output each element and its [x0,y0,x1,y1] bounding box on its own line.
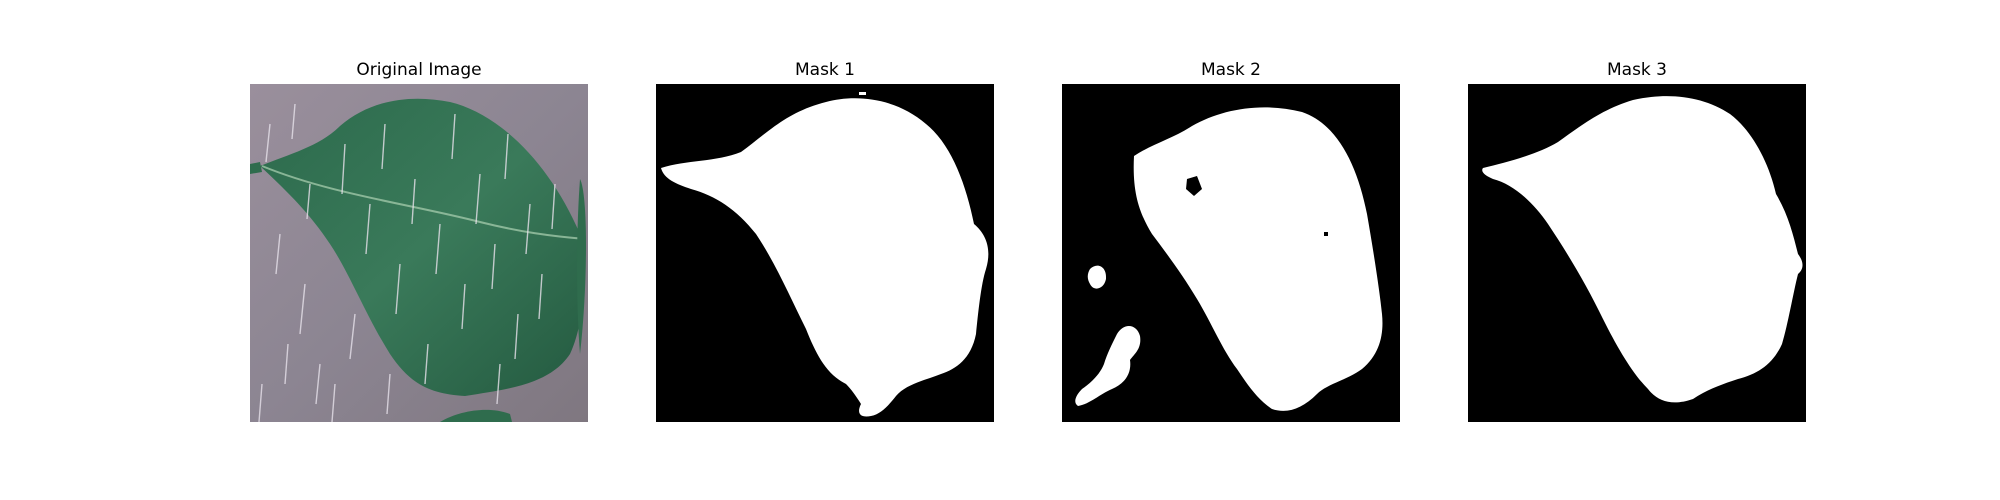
mask-3-image [1468,84,1806,422]
original-leaf-photo [250,84,588,422]
mask-1-image [656,84,994,422]
mask-2-image [1062,84,1400,422]
panel-mask-1: Mask 1 [656,59,994,422]
panel-title: Mask 2 [1200,60,1261,80]
panel-mask-2: Mask 2 [1062,59,1400,422]
panel-title: Mask 1 [794,60,855,80]
panel-mask-3: Mask 3 [1468,59,1806,422]
panel-title: Mask 3 [1606,60,1667,80]
panel-original-image: Original Image [250,59,588,422]
panel-title: Original Image [356,60,482,80]
